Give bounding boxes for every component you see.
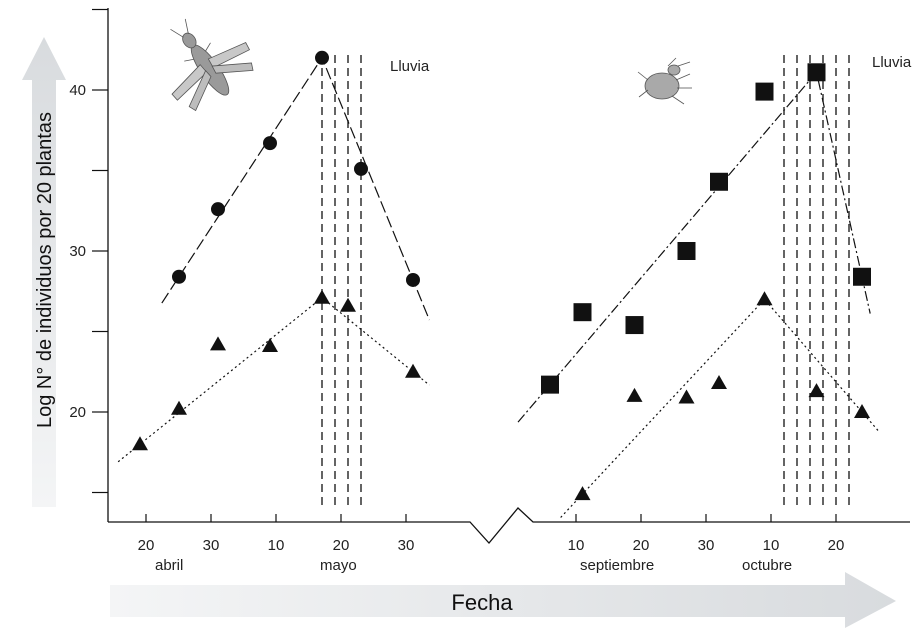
thrips-insect-icon bbox=[170, 18, 254, 112]
x-axis-arrow: Fecha bbox=[110, 572, 896, 628]
x-tick-label: 10 bbox=[568, 537, 585, 554]
square-point bbox=[853, 267, 871, 286]
square-point bbox=[807, 63, 826, 82]
triangle-point bbox=[711, 375, 727, 390]
month-label-octubre: octubre bbox=[742, 557, 792, 574]
x-tick-label: 30 bbox=[698, 537, 715, 554]
triangle-point bbox=[854, 404, 870, 418]
square-point bbox=[710, 172, 728, 191]
x-tick-label: 10 bbox=[268, 537, 285, 554]
axes bbox=[107, 8, 910, 544]
x-ticks: 20 30 10 20 30 10 20 30 10 20 bbox=[138, 514, 845, 554]
x-tick-label: 10 bbox=[763, 537, 780, 554]
x-tick-label: 30 bbox=[398, 537, 415, 554]
x-tick-label: 20 bbox=[633, 537, 650, 554]
triangle-point bbox=[210, 336, 226, 351]
y-ticks: 20 30 40 bbox=[69, 8, 108, 494]
y-tick-label: 20 bbox=[69, 404, 86, 421]
data-markers bbox=[132, 50, 871, 501]
x-axis-label: Fecha bbox=[451, 590, 513, 615]
x-tick-label: 30 bbox=[203, 537, 220, 554]
y-tick-label: 30 bbox=[69, 243, 86, 260]
y-axis-label: Log N° de individuos por 20 plantas bbox=[34, 112, 56, 428]
square-point bbox=[573, 303, 592, 322]
circle-point bbox=[263, 136, 277, 151]
triangle-trend-line bbox=[117, 296, 430, 463]
triangle-point bbox=[314, 289, 330, 304]
square-point bbox=[625, 316, 644, 335]
x-tick-label: 20 bbox=[333, 537, 350, 554]
triangle-point bbox=[678, 389, 695, 404]
triangle-point bbox=[171, 400, 187, 415]
triangle-point bbox=[405, 363, 421, 378]
month-label-abril: abril bbox=[155, 557, 183, 574]
triangle-point bbox=[626, 387, 643, 402]
mite-icon bbox=[637, 57, 692, 105]
y-axis-arrow: Log N° de individuos por 20 plantas bbox=[22, 37, 66, 507]
triangle-point bbox=[756, 291, 773, 306]
triangle-point bbox=[262, 337, 278, 352]
circle-point bbox=[354, 161, 368, 176]
month-label-septiembre: septiembre bbox=[580, 557, 654, 574]
square-point bbox=[677, 242, 696, 260]
rain-lines bbox=[321, 55, 850, 505]
circle-point bbox=[172, 269, 186, 284]
square-point bbox=[541, 375, 559, 394]
triangle-point bbox=[132, 436, 148, 451]
triangle-point bbox=[574, 486, 591, 501]
circle-point bbox=[211, 202, 225, 217]
month-label-mayo: mayo bbox=[320, 557, 357, 574]
square-point bbox=[755, 82, 774, 101]
trend-lines bbox=[117, 56, 881, 518]
triangle-trend-line bbox=[560, 298, 881, 518]
x-tick-label: 20 bbox=[828, 537, 845, 554]
circle-point bbox=[406, 272, 420, 287]
x-axis-line bbox=[108, 507, 910, 544]
circle-point bbox=[315, 50, 329, 65]
triangle-point bbox=[340, 297, 356, 312]
triangle-point bbox=[808, 383, 825, 398]
rain-label-october: Lluvia bbox=[872, 54, 912, 71]
rain-label-may: Lluvia bbox=[390, 58, 430, 75]
x-tick-label: 20 bbox=[138, 537, 155, 554]
y-tick-label: 40 bbox=[69, 82, 86, 99]
